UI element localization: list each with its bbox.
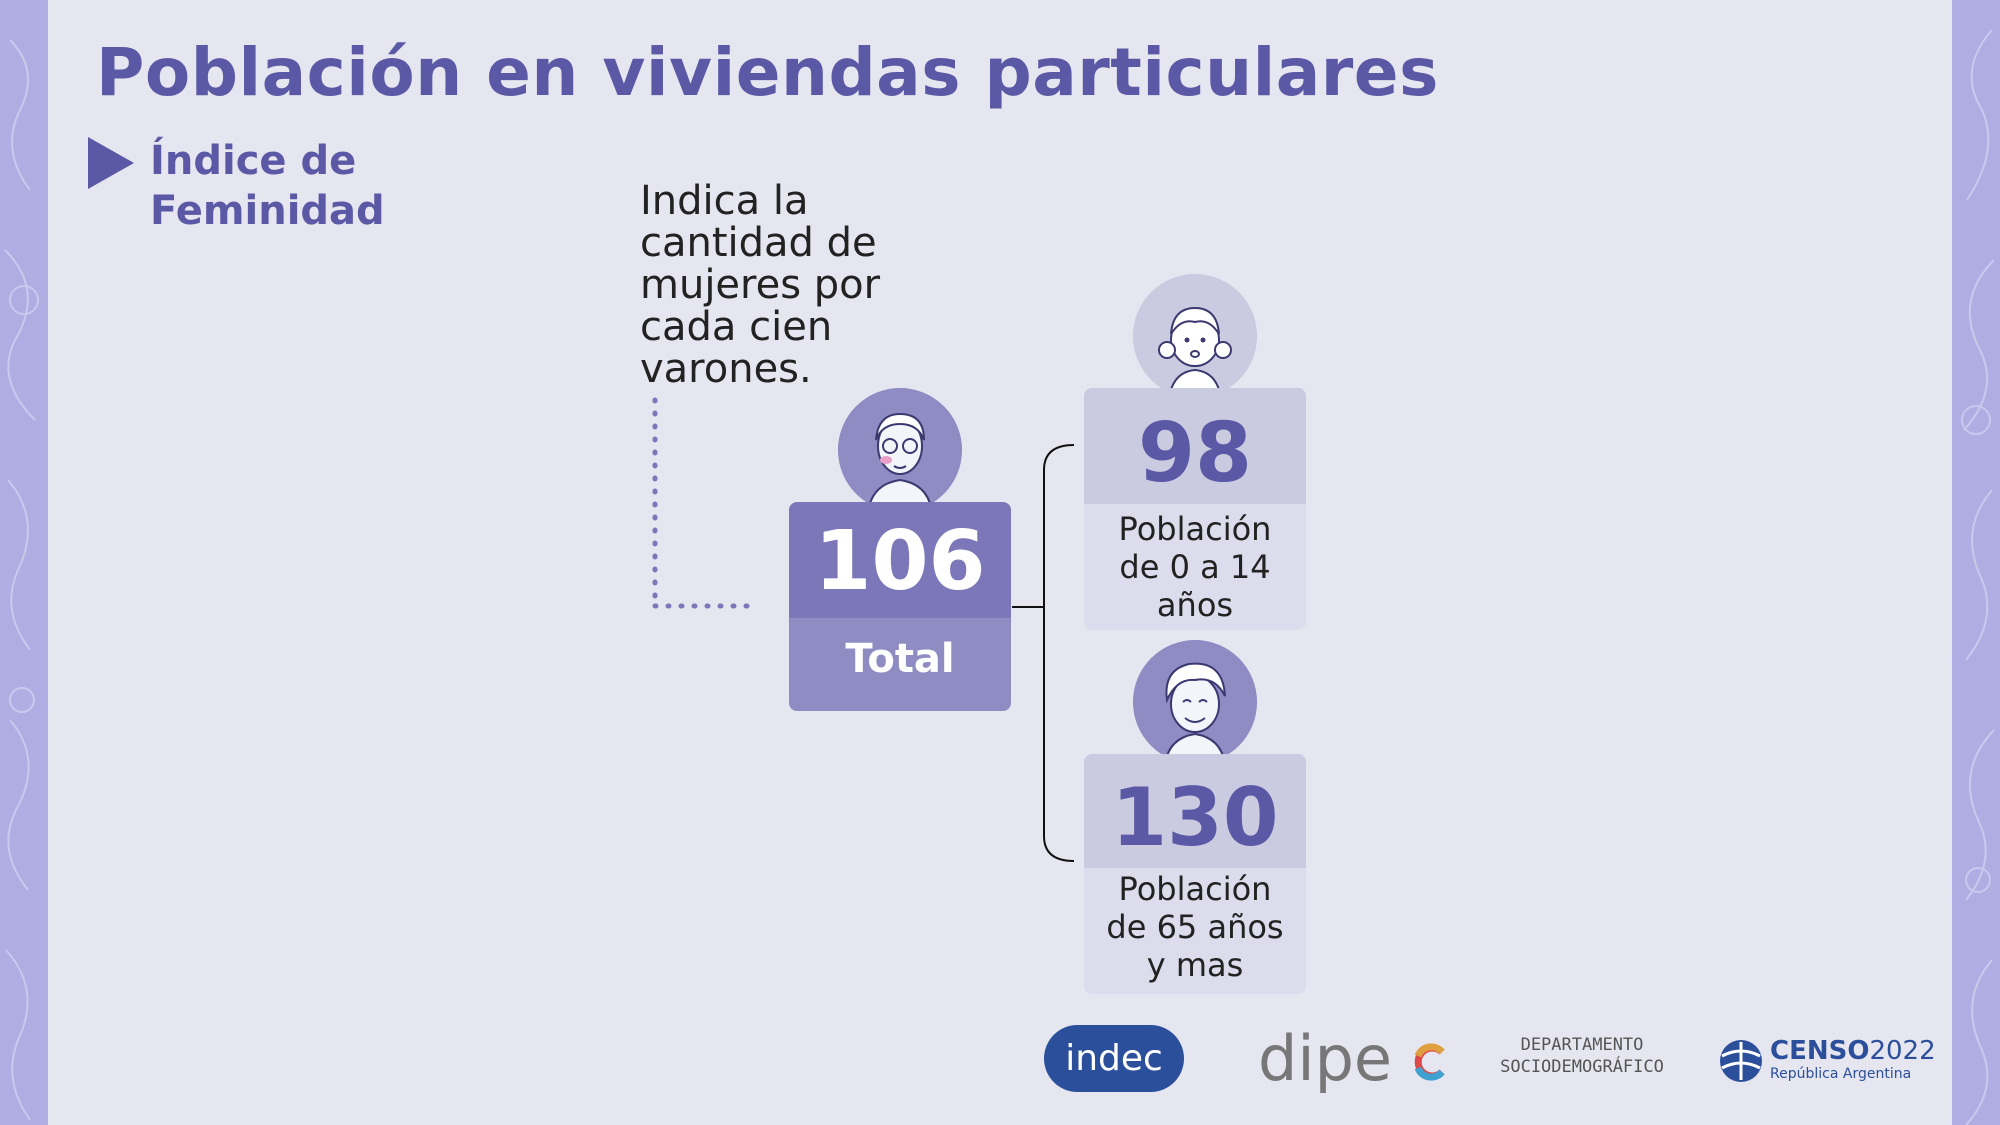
dipec-c-icon — [1414, 1043, 1445, 1081]
dipec-logo: dipe — [1258, 1020, 1446, 1100]
censo-globe-icon — [1720, 1040, 1762, 1082]
group-label-65-line-1: Población — [1118, 870, 1272, 908]
group-label-65-line-2: de 65 años — [1106, 908, 1284, 946]
indec-logo: indec — [1044, 1025, 1184, 1092]
group-box-65: 130 Población de 65 años y mas — [1084, 754, 1306, 994]
group-value-0-14: 98 — [1084, 388, 1306, 504]
total-value: 106 — [789, 502, 1011, 618]
group-label-0-14-line-2: de 0 a 14 — [1119, 548, 1271, 586]
subtitle: Índice de Feminidad — [150, 136, 385, 236]
departamento-logo: DEPARTAMENTO SOCIODEMOGRÁFICO — [1492, 1034, 1672, 1078]
woman-glasses-icon — [838, 388, 962, 512]
total-label: Total — [789, 618, 1011, 711]
description-text: Indica la cantidad de mujeres por cada c… — [640, 178, 881, 392]
total-box: 106 Total — [789, 502, 1011, 711]
play-arrow-icon — [88, 137, 134, 189]
departamento-logo-line-1: DEPARTAMENTO — [1520, 1035, 1644, 1055]
elderly-woman-icon — [1133, 640, 1257, 764]
dipec-logo-text: dipe — [1258, 1022, 1393, 1095]
group-box-0-14: 98 Población de 0 a 14 años — [1084, 388, 1306, 630]
censo-logo-year: 2022 — [1869, 1036, 1936, 1066]
group-value-65: 130 — [1084, 754, 1306, 868]
censo-logo-sub: República Argentina — [1770, 1066, 1912, 1082]
censo-logo-main: CENSO — [1770, 1036, 1870, 1066]
subtitle-line-2: Feminidad — [150, 188, 385, 234]
left-decorative-strip — [0, 0, 48, 1125]
right-decorative-strip — [1952, 0, 2000, 1125]
group-label-65-line-3: y mas — [1146, 946, 1244, 984]
group-label-0-14-line-1: Población — [1118, 510, 1272, 548]
indec-logo-text: indec — [1065, 1038, 1163, 1079]
departamento-logo-line-2: SOCIODEMOGRÁFICO — [1500, 1057, 1664, 1077]
censo-logo: CENSO2022 República Argentina — [1718, 1036, 1936, 1086]
group-label-0-14-line-3: años — [1156, 586, 1234, 624]
page-title: Población en viviendas particulares — [96, 34, 1439, 111]
girl-icon — [1133, 274, 1257, 398]
subtitle-line-1: Índice de — [150, 138, 357, 184]
